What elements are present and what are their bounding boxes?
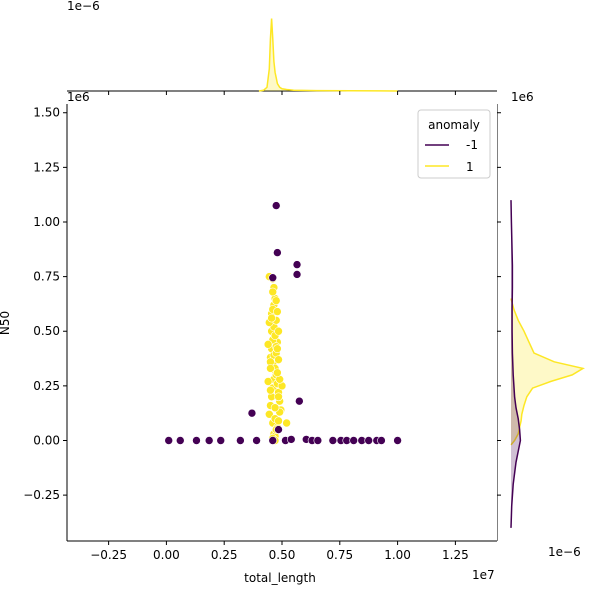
legend-label-neg1: -1	[466, 138, 478, 152]
x-tick-label: 0.75	[326, 548, 353, 562]
y-tick-label: −0.25	[23, 488, 60, 502]
top-marginal-density-line	[258, 18, 398, 92]
point-anomaly-neg1	[268, 273, 278, 283]
legend-label-1: 1	[466, 160, 474, 174]
legend-title: anomaly	[428, 118, 480, 132]
x-tick-label: −0.25	[90, 548, 127, 562]
point-anomaly-1	[271, 296, 281, 305]
point-anomaly-1	[266, 385, 275, 395]
legend: anomaly -1 1	[417, 109, 491, 179]
point-anomaly-1	[266, 364, 275, 373]
point-anomaly-1	[282, 418, 291, 428]
right-marginal-plot: 1e6 1e−6	[496, 90, 585, 559]
point-anomaly-neg1	[192, 436, 201, 445]
right-marginal-density-fill-neg1	[511, 200, 521, 528]
point-anomaly-1	[268, 287, 278, 297]
point-anomaly-neg1	[216, 436, 226, 445]
point-anomaly-neg1	[204, 436, 214, 445]
point-anomaly-neg1	[164, 436, 174, 445]
point-anomaly-1	[273, 344, 282, 354]
right-marginal-density-fill-1	[511, 298, 583, 445]
x-axis-ticks: −0.25 0.00 0.25 0.50 0.75 1.00 1.25	[90, 541, 469, 562]
x-tick-label: 0.00	[153, 548, 180, 562]
point-anomaly-1	[270, 403, 280, 413]
point-anomaly-1	[263, 340, 273, 349]
point-anomaly-neg1	[271, 201, 281, 210]
x-tick-label: 1.00	[384, 548, 411, 562]
point-anomaly-neg1	[295, 396, 304, 406]
point-anomaly-neg1	[286, 435, 296, 444]
point-anomaly-neg1	[349, 436, 358, 445]
x-scale-label: 1e7	[472, 568, 495, 582]
y-tick-label: 1.50	[33, 106, 60, 120]
x-tick-label: 1.25	[442, 548, 469, 562]
point-anomaly-neg1	[292, 270, 302, 279]
y-tick-label: 1.00	[33, 215, 60, 229]
point-anomaly-neg1	[175, 436, 185, 445]
point-anomaly-1	[273, 368, 282, 378]
right-marginal-density-line-neg1	[510, 200, 522, 528]
x-axis-label: total_length	[244, 571, 316, 585]
point-anomaly-1	[274, 355, 283, 364]
point-anomaly-neg1	[274, 425, 283, 434]
point-anomaly-1	[273, 307, 282, 316]
right-marginal-densities	[510, 200, 585, 528]
y-axis-label: N50	[0, 311, 12, 335]
y-tick-label: 0.50	[33, 324, 60, 338]
legend-box	[417, 109, 491, 179]
point-anomaly-neg1	[273, 248, 282, 257]
top-marginal-density-fill	[258, 18, 398, 91]
point-anomaly-neg1	[236, 436, 245, 445]
point-anomaly-1	[267, 313, 276, 323]
point-anomaly-neg1	[377, 436, 386, 445]
top-marginal-scale-label: 1e−6	[67, 0, 100, 13]
point-anomaly-1	[264, 409, 274, 419]
point-anomaly-neg1	[292, 260, 302, 269]
point-anomaly-neg1	[252, 436, 261, 445]
point-anomaly-1	[274, 416, 283, 426]
point-anomaly-neg1	[393, 436, 402, 445]
x-tick-label: 0.50	[269, 548, 296, 562]
right-marginal-scale-label: 1e−6	[548, 545, 581, 559]
x-tick-label: 0.25	[211, 548, 238, 562]
point-anomaly-1	[274, 326, 283, 336]
top-marginal-plot: 1e−6	[67, 0, 497, 95]
scatter-points	[164, 201, 402, 445]
y-tick-label: 0.00	[33, 433, 60, 447]
point-anomaly-neg1	[364, 436, 373, 445]
point-anomaly-1	[263, 377, 273, 386]
point-anomaly-neg1	[313, 436, 323, 445]
point-anomaly-neg1	[247, 408, 257, 418]
y-axis-ticks: −0.25 0.00 0.25 0.50 0.75 1.00 1.25 1.50	[23, 106, 67, 502]
y-tick-label: 1.25	[33, 160, 60, 174]
y-tick-label: 0.75	[33, 270, 60, 284]
point-anomaly-1	[274, 392, 283, 402]
right-marginal-ticks	[497, 112, 501, 496]
y-tick-label: 0.25	[33, 379, 60, 393]
point-anomaly-neg1	[328, 436, 338, 445]
y-scale-label: 1e6	[67, 90, 90, 104]
top-marginal-ticks	[108, 91, 456, 95]
right-marginal-top-scale-label: 1e6	[511, 90, 534, 104]
point-anomaly-neg1	[268, 436, 278, 445]
